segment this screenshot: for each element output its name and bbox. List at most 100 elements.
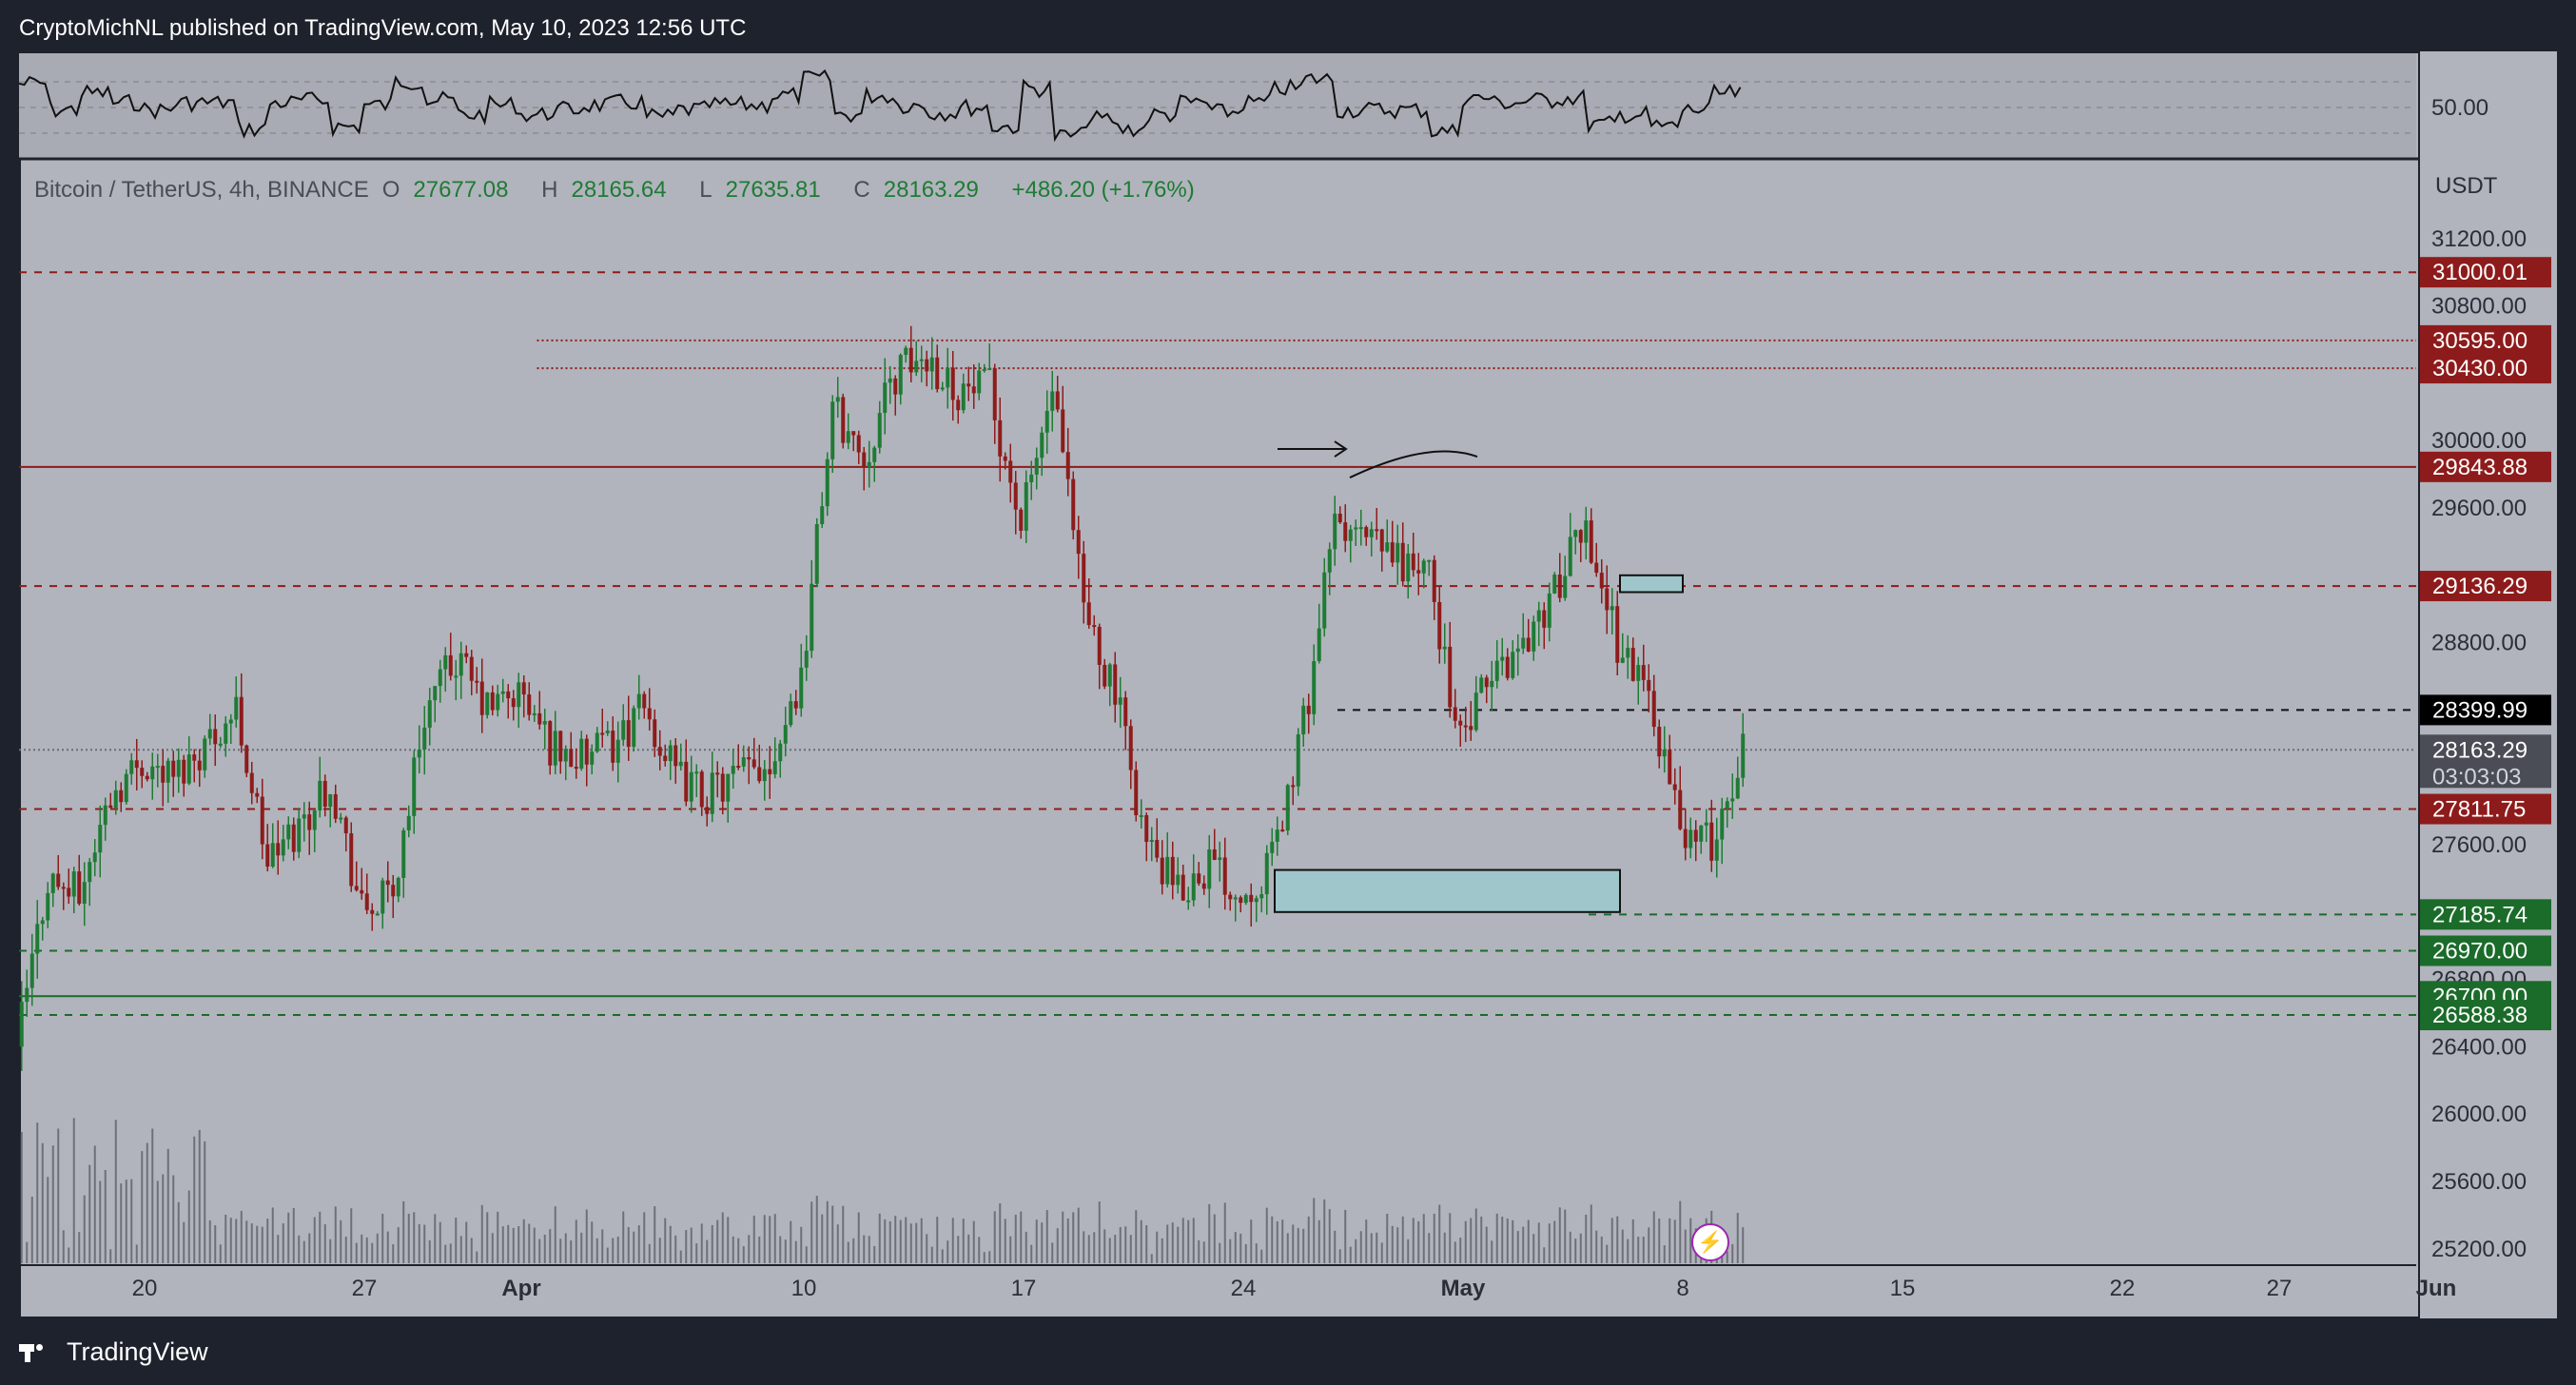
candle-body: [406, 815, 411, 830]
candle-body: [1437, 601, 1442, 650]
candle-body: [841, 397, 846, 443]
candle-body: [1239, 897, 1243, 904]
candle-body: [1515, 648, 1520, 653]
candle-body: [1233, 897, 1238, 900]
candle-body: [61, 887, 66, 889]
candle-body: [29, 953, 34, 988]
tag-28399-text: 28399.99: [2432, 697, 2527, 723]
tag-28399: [2420, 694, 2551, 726]
candle-body: [433, 686, 438, 701]
tag-26970: [2420, 935, 2551, 966]
candle-body: [286, 824, 291, 840]
candle-body: [50, 873, 55, 893]
candle-body: [427, 700, 432, 728]
time-label-6: May: [1441, 1276, 1486, 1301]
candles-group: [19, 325, 1746, 1071]
candle-body: [1218, 857, 1222, 860]
candle-body: [1118, 697, 1122, 705]
candle-body: [946, 367, 950, 388]
candle-body: [396, 877, 400, 897]
candle-body: [830, 401, 835, 459]
candle-body: [1107, 664, 1112, 687]
candle-body: [1379, 529, 1384, 552]
candle-body: [506, 691, 511, 699]
candle-body: [239, 696, 244, 746]
candle-body: [207, 729, 212, 739]
candle-body: [1626, 648, 1630, 658]
candle-body: [1683, 829, 1688, 849]
candle-body: [977, 370, 982, 394]
candle-body: [814, 523, 819, 584]
candle-body: [417, 749, 421, 758]
candle-body: [1249, 894, 1254, 903]
candle-body: [490, 692, 495, 711]
candle-body: [1610, 606, 1614, 611]
candle-body: [877, 413, 882, 448]
candle-body: [1207, 849, 1212, 889]
candle-body: [176, 759, 181, 777]
candle-body: [1296, 734, 1300, 787]
tradingview-logo-icon: [19, 1341, 57, 1364]
tradingview-brand[interactable]: TradingView: [19, 1337, 208, 1367]
candle-body: [971, 386, 976, 394]
candle-body: [166, 760, 170, 783]
candle-body: [1149, 840, 1154, 843]
candle-body: [1375, 529, 1379, 532]
candle-body: [1688, 829, 1693, 849]
candle-body: [705, 807, 710, 814]
change-value: +486.20 (+1.76%): [1011, 177, 1195, 203]
candle-body: [799, 667, 804, 709]
candle-body: [1191, 873, 1196, 901]
candle-body: [1741, 733, 1746, 778]
candle-body: [1390, 542, 1395, 563]
candle-body: [789, 701, 793, 726]
candle-body: [412, 757, 417, 816]
lightning-icon[interactable]: ⚡: [1691, 1223, 1729, 1261]
price-tick-10: 25200.00: [2431, 1237, 2527, 1262]
candle-body: [360, 889, 364, 894]
candle-body: [950, 367, 955, 400]
tag-29136: [2420, 571, 2551, 602]
tag-26970-text: 26970.00: [2432, 939, 2527, 965]
candle-body: [904, 347, 908, 356]
price-tick-9: 25600.00: [2431, 1169, 2527, 1195]
candle-body: [1647, 679, 1651, 692]
tag-29843-text: 29843.88: [2432, 455, 2527, 480]
candle-body: [1714, 839, 1719, 861]
tag-30430: [2420, 353, 2551, 384]
candle-body: [579, 738, 584, 770]
candle-body: [1285, 785, 1290, 831]
candle-body: [276, 843, 281, 856]
candle-body: [265, 844, 270, 868]
candle-body: [171, 760, 176, 777]
candle-body: [653, 719, 657, 748]
candle-body: [1312, 661, 1317, 714]
candle-body: [1123, 697, 1128, 727]
candle-body: [1630, 648, 1635, 681]
candle-body: [249, 772, 254, 793]
candle-body: [370, 909, 375, 914]
candle-body: [961, 383, 966, 411]
candle-body: [1024, 482, 1028, 531]
candle-body: [935, 357, 940, 390]
candle-body: [140, 768, 145, 776]
candle-body: [747, 757, 751, 760]
candle-body: [479, 681, 484, 715]
countdown-text: 03:03:03: [2432, 764, 2521, 790]
candle-body: [1542, 610, 1547, 628]
candle-body: [46, 892, 50, 921]
candle-body: [710, 772, 714, 814]
candle-body: [1003, 456, 1007, 461]
candle-body: [1201, 883, 1206, 889]
candle-body: [270, 843, 275, 868]
candle-body: [783, 725, 788, 744]
low-value: 27635.81: [725, 177, 821, 203]
price-tick-4: 28800.00: [2431, 631, 2527, 656]
candle-body: [537, 712, 542, 725]
candle-body: [1343, 522, 1348, 541]
candle-body: [720, 773, 725, 802]
candle-body: [715, 772, 720, 775]
candle-body: [632, 708, 636, 748]
candle-body: [197, 760, 202, 771]
